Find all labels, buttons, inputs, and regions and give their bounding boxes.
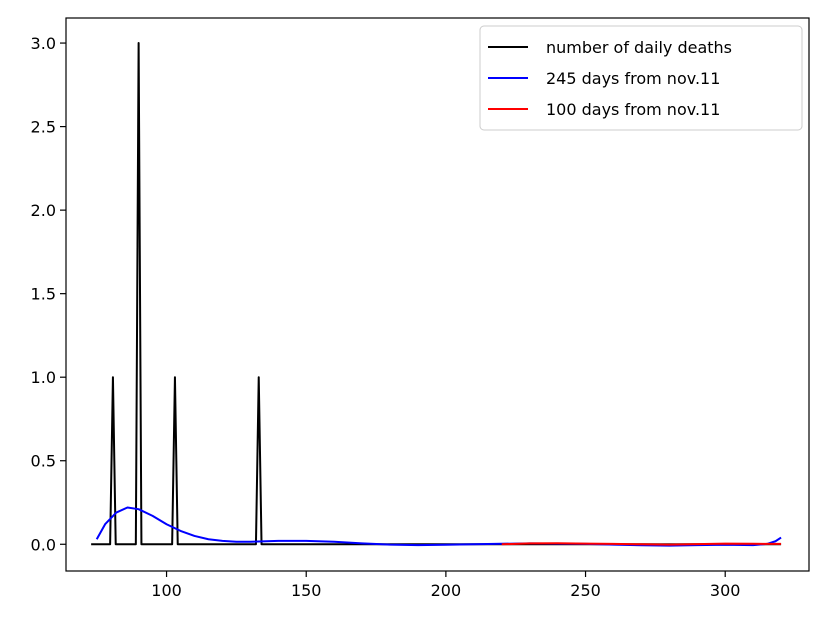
y-tick-label: 2.0 bbox=[31, 201, 56, 220]
y-tick-label: 1.0 bbox=[31, 368, 56, 387]
y-tick-label: 3.0 bbox=[31, 34, 56, 53]
x-tick-label: 100 bbox=[151, 581, 182, 600]
series-line-245-days bbox=[95, 506, 782, 547]
legend-label-deaths: number of daily deaths bbox=[546, 38, 732, 57]
y-tick-label: 1.5 bbox=[31, 285, 56, 304]
series-line-daily-deaths bbox=[91, 42, 782, 546]
x-axis: 100 150 200 250 300 bbox=[151, 571, 740, 600]
x-tick-label: 250 bbox=[570, 581, 601, 600]
legend-label-245-days: 245 days from nov.11 bbox=[546, 69, 720, 88]
x-tick-label: 200 bbox=[431, 581, 462, 600]
legend-box bbox=[479, 25, 803, 131]
y-tick-label: 0.0 bbox=[31, 535, 56, 554]
series-layer bbox=[91, 42, 782, 547]
y-axis: 0.0 0.5 1.0 1.5 2.0 2.5 3.0 bbox=[31, 34, 66, 554]
y-tick-label: 2.5 bbox=[31, 118, 56, 137]
legend: number of daily deaths 245 days from nov… bbox=[479, 25, 803, 131]
legend-label-100-days: 100 days from nov.11 bbox=[546, 100, 720, 119]
x-tick-label: 300 bbox=[710, 581, 741, 600]
y-tick-label: 0.5 bbox=[31, 452, 56, 471]
x-tick-label: 150 bbox=[291, 581, 322, 600]
series-line-100-days bbox=[501, 542, 782, 546]
